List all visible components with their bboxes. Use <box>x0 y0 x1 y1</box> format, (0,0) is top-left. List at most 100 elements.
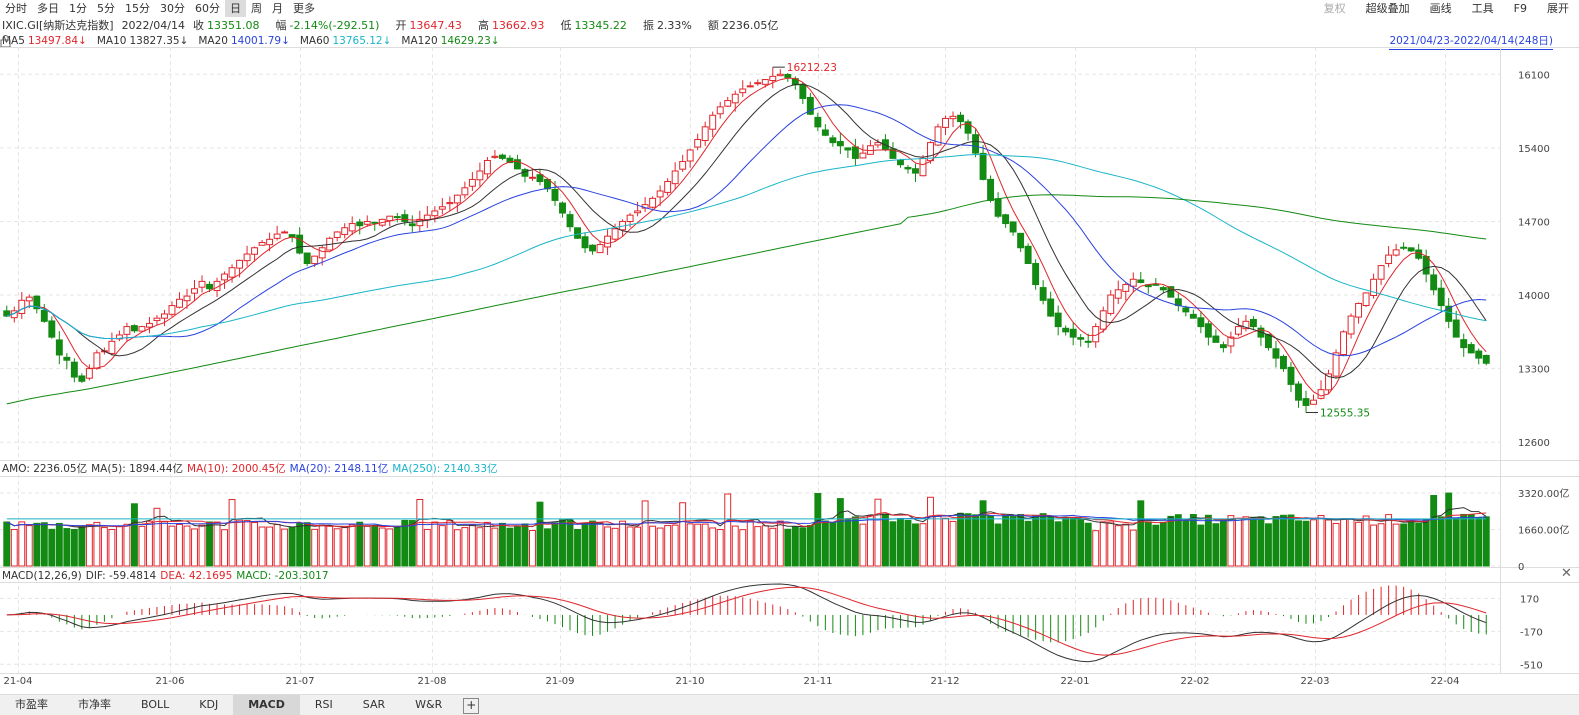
ma120-line <box>6 194 1487 405</box>
close-icon[interactable]: ✕ <box>1561 566 1572 581</box>
indicator-tab-4[interactable]: MACD <box>233 695 300 715</box>
toolbar-button-1[interactable]: 超级叠加 <box>1365 2 1410 15</box>
volume-bar-141 <box>1062 517 1070 567</box>
toolbar-button-0[interactable]: 复权 <box>1323 2 1346 15</box>
toolbar-button-3[interactable]: 工具 <box>1471 2 1494 15</box>
candle-body-33 <box>251 247 259 255</box>
volume-bar-161 <box>1212 523 1220 567</box>
price-tick-label-0: 12600 <box>1518 438 1550 449</box>
volume-bar-45 <box>341 527 349 567</box>
candle-body-153 <box>1152 283 1160 286</box>
candle-body-171 <box>1287 366 1295 385</box>
add-tab-icon[interactable]: + <box>463 698 480 714</box>
indicator-tab-3[interactable]: KDJ <box>199 698 219 711</box>
amp-value: 2.33% <box>656 19 692 32</box>
candle-body-48 <box>363 220 371 225</box>
volume-bar-191 <box>1437 516 1445 567</box>
timeframe-5[interactable]: 30分 <box>160 2 185 15</box>
volume-bar-172 <box>1295 520 1302 567</box>
open-value: 13647.43 <box>409 19 462 32</box>
ma-legend-value: 13497.84↓ <box>27 35 87 47</box>
volume-bar-132 <box>994 523 1002 567</box>
volume-bar-103 <box>776 520 784 567</box>
quote-open: 开 13647.43 <box>395 17 470 34</box>
volume-bar-116 <box>874 498 882 567</box>
macd-legend-item-3: MACD: -203.3017 <box>236 570 329 582</box>
volume-bar-170 <box>1280 514 1287 567</box>
volume-bar-179 <box>1347 518 1355 567</box>
volume-bar-71 <box>536 501 544 567</box>
candle-body-125 <box>942 117 949 128</box>
date-range[interactable]: 2021/04/23-2022/04/14(248日) <box>1389 34 1553 50</box>
volume-bar-157 <box>1182 519 1190 567</box>
ma60-line <box>6 153 1487 340</box>
volume-bar-81 <box>611 527 619 567</box>
timeframe-8[interactable]: 周 <box>251 2 262 15</box>
toolbar-button-4[interactable]: F9 <box>1513 2 1527 15</box>
volume-bar-62 <box>468 524 476 567</box>
month-tick-label-7: 21-12 <box>930 676 959 687</box>
volume-bar-159 <box>1197 524 1205 567</box>
candle-body-157 <box>1182 307 1190 313</box>
candle-body-7 <box>55 339 63 356</box>
indicator-tab-1[interactable]: 市净率 <box>78 698 111 711</box>
volume-bar-49 <box>371 525 379 567</box>
candle-body-141 <box>1062 327 1070 333</box>
timeframe-10[interactable]: 更多 <box>293 2 315 15</box>
volume-bar-183 <box>1377 523 1385 567</box>
indicator-tab-0[interactable]: 市盈率 <box>15 698 48 711</box>
ma-legend-item-3: MA60 13765.12↓ <box>300 35 397 47</box>
candle-body-172 <box>1295 383 1302 401</box>
volume-bar-115 <box>866 515 874 567</box>
candle-body-134 <box>1009 221 1017 233</box>
candle-body-174 <box>1310 399 1317 405</box>
toolbar-button-2[interactable]: 画线 <box>1429 2 1452 15</box>
macd-legend-item-1: DIF: -59.4814 <box>85 570 157 582</box>
indicator-tab-2[interactable]: BOLL <box>141 698 170 711</box>
volume-bar-47 <box>356 521 364 567</box>
timeframe-2[interactable]: 1分 <box>69 2 87 15</box>
macd-legend: MACD(12,26,9) DIF: -59.4814 DEA: 42.1695 MA… <box>2 569 333 583</box>
volume-bar-122 <box>919 523 927 567</box>
candle-body-160 <box>1204 323 1212 338</box>
indicator-tab-7[interactable]: W&R <box>415 698 443 711</box>
candle-body-121 <box>912 168 919 174</box>
volume-bar-18 <box>138 525 146 567</box>
timeframe-4[interactable]: 15分 <box>125 2 150 15</box>
volume-bar-28 <box>213 521 221 567</box>
volume-bar-43 <box>326 525 334 567</box>
candle-body-96 <box>724 100 732 107</box>
timeframe-9[interactable]: 月 <box>272 2 283 15</box>
candle-body-192 <box>1445 305 1453 322</box>
low-annotation: 12555.35 <box>1320 408 1370 420</box>
volume-bar-4 <box>33 522 41 567</box>
month-tick-label-3: 21-08 <box>417 676 446 687</box>
volume-bar-58 <box>438 525 446 567</box>
candle-body-67 <box>506 157 514 164</box>
candle-body-61 <box>461 187 469 196</box>
timeframe-0[interactable]: 分时 <box>5 2 27 15</box>
volume-bar-166 <box>1249 516 1257 567</box>
candle-body-185 <box>1392 249 1400 256</box>
volume-bar-86 <box>649 525 657 567</box>
month-tick-label-0: 21-04 <box>3 676 32 687</box>
timeframe-7[interactable]: 日 <box>225 0 246 17</box>
volume-bar-129 <box>972 514 980 567</box>
timeframe-6[interactable]: 60分 <box>195 2 220 15</box>
toolbar-right-buttons: 复权 超级叠加 画线 工具 F9 展开 <box>1314 0 1579 17</box>
indicator-tab-6[interactable]: SAR <box>362 698 386 711</box>
toolbar-button-5[interactable]: 展开 <box>1547 2 1569 15</box>
candle-body-186 <box>1400 246 1408 249</box>
month-tick-label-5: 21-10 <box>675 676 704 687</box>
lock-icon[interactable] <box>0 35 11 47</box>
volume-bar-14 <box>108 529 116 567</box>
volume-bar-150 <box>1129 529 1137 567</box>
candle-body-158 <box>1189 313 1197 319</box>
volume-bar-7 <box>55 522 63 567</box>
candle-body-151 <box>1137 279 1145 283</box>
candle-body-110 <box>829 137 837 144</box>
indicator-tab-5[interactable]: RSI <box>314 698 333 711</box>
timeframe-3[interactable]: 5分 <box>97 2 115 15</box>
timeframe-1[interactable]: 多日 <box>37 2 59 15</box>
